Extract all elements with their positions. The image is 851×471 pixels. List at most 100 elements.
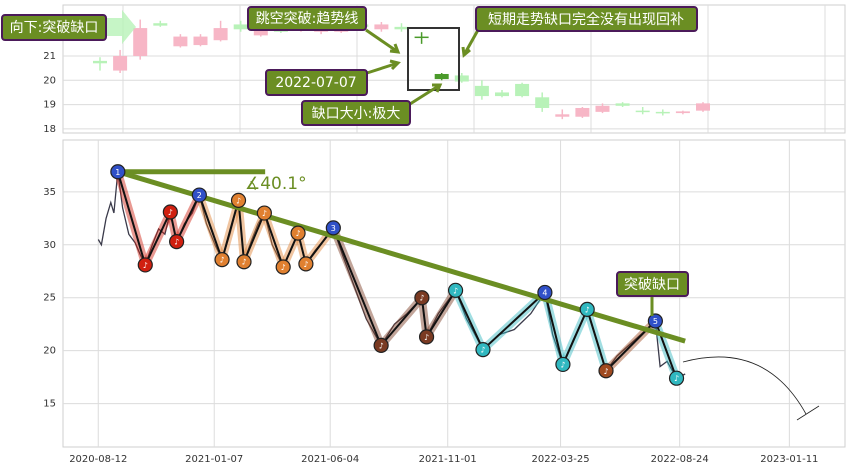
- candle-body: [93, 60, 107, 64]
- pivot-marker: [137, 257, 153, 273]
- pivot-marker: [418, 329, 435, 345]
- pivot-label: ♪: [560, 360, 565, 369]
- pivot-marker: [555, 356, 571, 373]
- candle-body: [696, 103, 710, 111]
- candle-body: [535, 97, 550, 108]
- pivot-marker: [598, 363, 614, 379]
- y-tick-label: 15: [43, 399, 56, 410]
- pivot-label: 4: [542, 288, 547, 297]
- candle-body: [655, 111, 670, 114]
- x-tick-label: 2021-11-01: [419, 454, 477, 465]
- projection-arc: [682, 356, 807, 415]
- pivot-label: 3: [331, 224, 336, 233]
- candle-body: [233, 24, 248, 30]
- candle-body: [414, 36, 429, 39]
- pivot-marker: [191, 187, 207, 203]
- pivot-marker: [414, 290, 430, 306]
- x-tick-label: 2022-08-24: [651, 454, 709, 465]
- candle-body: [213, 28, 228, 41]
- pivot-label: ♪: [453, 286, 458, 295]
- annotation: 向下:突破缺口: [10, 20, 99, 36]
- pivot-label: 5: [653, 317, 658, 326]
- pivot-label: ♪: [303, 260, 308, 269]
- candle-body: [615, 103, 630, 106]
- bottom-panel: [62, 139, 846, 448]
- pivot-label: 1: [115, 168, 120, 177]
- candle-body: [253, 28, 268, 36]
- arrow: [365, 28, 401, 54]
- arrow: [461, 29, 480, 58]
- annotation: 突破缺口: [624, 277, 680, 293]
- y-tick-label: 20: [43, 75, 56, 86]
- pivot-label: ♪: [241, 258, 246, 267]
- arrow: [409, 83, 443, 106]
- pivot-label: ♪: [168, 208, 173, 217]
- pivot-marker: [162, 204, 178, 220]
- pivot-label: ♪: [236, 196, 241, 205]
- candle-body: [555, 114, 570, 117]
- pivot-label: ♪: [419, 294, 424, 303]
- annotation: 缺口大小:极大: [312, 106, 401, 122]
- pivot-label: ♪: [603, 367, 608, 376]
- y-tick-label: 18: [43, 124, 56, 135]
- x-tick-label: 2021-01-07: [185, 454, 243, 465]
- zigzag-line: [116, 171, 678, 379]
- annotation-box: [475, 6, 698, 32]
- annotation-box: [1, 14, 107, 41]
- candle-body: [575, 107, 590, 117]
- candle-body: [474, 85, 489, 97]
- top-vertical-grid: [122, 5, 826, 133]
- pivot-marker: [668, 370, 685, 386]
- annotation: 跳空突破:趋势线: [256, 11, 359, 27]
- pivot-marker: [579, 301, 595, 317]
- pivot-marker: [110, 164, 126, 180]
- y-tick-label: 19: [43, 100, 56, 111]
- pivot-marker: [275, 259, 291, 275]
- annotation-box: [265, 69, 368, 96]
- pivot-marker: [475, 342, 491, 358]
- candle-body: [133, 28, 148, 57]
- pivot-label: ♪: [143, 261, 148, 270]
- candle-body: [675, 111, 690, 114]
- pivot-marker: [447, 282, 464, 298]
- pivot-marker: [325, 220, 341, 236]
- x-tick-label: 2022-03-25: [532, 454, 590, 465]
- pivot-label: ♪: [480, 346, 485, 355]
- pivot-marker: [647, 313, 663, 329]
- pivot-marker: [373, 337, 389, 353]
- pivot-marker: [236, 254, 252, 270]
- pivot-marker: [256, 205, 272, 221]
- candle-body: [153, 23, 168, 26]
- arrow: [366, 59, 401, 75]
- y-tick-label: 20: [43, 346, 56, 357]
- candle-body: [193, 36, 208, 46]
- projection-tick: [796, 405, 820, 421]
- annotation: 2022-07-07: [275, 75, 356, 91]
- angle-label: ∡40.1°: [245, 174, 307, 194]
- candle-body: [173, 36, 188, 47]
- pivot-label: ♪: [281, 263, 286, 272]
- pivot-marker: [214, 252, 230, 268]
- direction-arrow: [104, 10, 136, 44]
- y-tick-label: 30: [43, 240, 56, 251]
- candle-body: [454, 75, 469, 82]
- y-tick-label: 25: [43, 293, 56, 304]
- candle-body: [515, 83, 530, 97]
- y-tick-label: 21: [43, 51, 56, 62]
- pivot-label: ♪: [220, 256, 225, 265]
- candle-body: [374, 24, 389, 30]
- candle-body: [434, 73, 449, 80]
- x-tick-label: 2020-08-12: [69, 454, 127, 465]
- pivot-label: 2: [197, 191, 202, 200]
- pivot-marker: [290, 225, 306, 241]
- annotation-box: [247, 6, 367, 31]
- pivot-label: ♪: [262, 209, 267, 218]
- candle-body: [635, 110, 650, 113]
- pivot-label: ♪: [674, 374, 679, 383]
- pivot-label: ♪: [296, 229, 301, 238]
- candle-body: [595, 105, 610, 112]
- pivot-marker: [230, 192, 247, 208]
- pivot-marker: [169, 234, 185, 250]
- pivot-label: ♪: [379, 341, 384, 350]
